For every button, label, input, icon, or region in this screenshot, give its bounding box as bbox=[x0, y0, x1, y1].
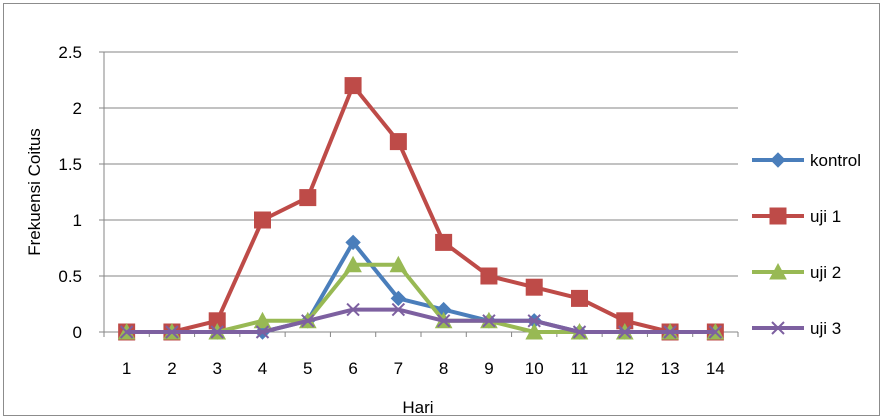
data-point bbox=[435, 233, 453, 251]
y-tick-label: 2.5 bbox=[58, 43, 82, 62]
data-point bbox=[119, 325, 134, 339]
x-tick-label: 7 bbox=[394, 359, 403, 378]
x-axis-title: Hari bbox=[402, 398, 433, 417]
legend-label: kontrol bbox=[810, 151, 861, 170]
legend-marker bbox=[771, 321, 785, 335]
x-tick-label: 9 bbox=[484, 359, 493, 378]
x-tick-label: 3 bbox=[212, 359, 221, 378]
data-point bbox=[210, 325, 224, 339]
x-tick-label: 11 bbox=[571, 359, 589, 378]
legend-marker bbox=[769, 207, 787, 225]
data-point bbox=[525, 322, 544, 340]
data-point bbox=[299, 189, 317, 207]
legend-label: uji 2 bbox=[810, 263, 841, 282]
data-point bbox=[346, 302, 360, 317]
legend-label: uji 3 bbox=[810, 319, 841, 338]
x-tick-label: 2 bbox=[167, 359, 176, 378]
data-point bbox=[618, 325, 632, 339]
legend-label: uji 1 bbox=[810, 207, 841, 226]
legend-item: kontrol bbox=[752, 151, 861, 170]
y-tick-label: 1.5 bbox=[58, 155, 82, 174]
y-tick-label: 0.5 bbox=[58, 267, 82, 286]
x-tick-label: 12 bbox=[615, 359, 634, 378]
data-point bbox=[572, 325, 587, 339]
series-uji-3 bbox=[119, 302, 723, 339]
legend-item: uji 2 bbox=[752, 262, 841, 282]
data-point bbox=[663, 325, 677, 339]
x-tick-label: 4 bbox=[258, 359, 267, 378]
legend-marker bbox=[769, 262, 787, 280]
x-tick-label: 1 bbox=[122, 359, 131, 378]
data-point bbox=[253, 311, 272, 329]
data-point bbox=[571, 289, 588, 307]
legend-marker bbox=[770, 152, 786, 168]
data-point bbox=[345, 234, 361, 251]
data-point bbox=[165, 325, 179, 339]
data-point bbox=[708, 325, 723, 339]
data-point bbox=[436, 314, 451, 328]
data-point bbox=[525, 278, 543, 296]
legend-item: uji 3 bbox=[752, 319, 841, 338]
data-point bbox=[255, 325, 270, 339]
data-point bbox=[480, 267, 498, 285]
x-tick-label: 5 bbox=[303, 359, 312, 378]
data-point bbox=[390, 290, 407, 307]
data-point bbox=[344, 77, 362, 95]
x-tick-label: 6 bbox=[348, 359, 357, 378]
data-point bbox=[527, 314, 541, 328]
data-point bbox=[344, 255, 362, 273]
data-point bbox=[254, 211, 271, 229]
y-axis-title: Frekuensi Coitus bbox=[25, 128, 44, 256]
x-tick-label: 10 bbox=[525, 359, 544, 378]
x-tick-label: 14 bbox=[706, 359, 725, 378]
y-tick-label: 2 bbox=[73, 99, 82, 118]
x-tick-label: 13 bbox=[661, 359, 680, 378]
data-point bbox=[391, 302, 406, 317]
series-line bbox=[126, 307, 716, 334]
data-point bbox=[301, 314, 315, 328]
x-tick-label: 8 bbox=[439, 359, 448, 378]
data-point bbox=[482, 314, 496, 328]
y-tick-label: 0 bbox=[73, 323, 82, 342]
data-point bbox=[389, 255, 408, 273]
data-point bbox=[389, 133, 407, 151]
legend-item: uji 1 bbox=[752, 207, 841, 226]
y-tick-label: 1 bbox=[73, 211, 82, 230]
chart-border bbox=[3, 3, 880, 416]
